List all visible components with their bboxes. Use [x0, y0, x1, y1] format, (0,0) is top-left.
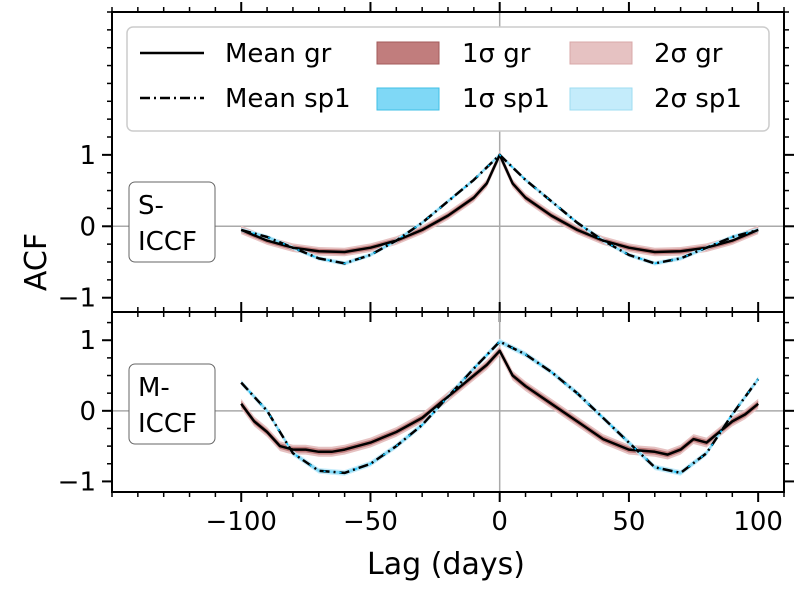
panel-label-top: S- ICCF [128, 181, 216, 263]
panel-label-bot-line1: M- [138, 373, 170, 403]
panel-m-iccf: −1 0 1 −100 −50 0 50 100 [58, 302, 794, 537]
legend-label-1sigma-sp1: 1σ sp1 [462, 84, 550, 114]
legend-patch-1sigma-gr [376, 41, 440, 65]
x-tick-label-2: 0 [491, 507, 508, 537]
panel-label-bot-line2: ICCF [138, 409, 197, 439]
x-tick-label-1: −50 [343, 507, 398, 537]
series-line-mean-gr-bottom [240, 349, 759, 456]
panel-label-bottom: M- ICCF [128, 363, 216, 445]
legend-patch-2sigma-gr [569, 41, 633, 65]
panel-s-iccf: −1 0 1 [58, 2, 794, 322]
y-tick-label-bottom-1: 0 [79, 397, 96, 427]
y-tick-label-top-2: 1 [79, 141, 96, 171]
legend-label-2sigma-gr: 2σ gr [654, 39, 723, 69]
series-line-mean-sp1-bottom [240, 340, 760, 475]
series-line-mean-sp1-highlight-top [241, 153, 759, 265]
panel-label-top-line2: ICCF [138, 227, 197, 257]
y-axis-label: ACF [19, 233, 54, 291]
panel-label-top-line1: S- [138, 191, 164, 221]
legend-label-2sigma-sp1: 2σ sp1 [654, 84, 742, 114]
legend: Mean gr Mean sp1 1σ gr 1σ sp1 2σ gr 2σ sp1 [126, 26, 770, 132]
legend-patch-1sigma-sp1 [376, 87, 440, 111]
y-tick-label-bottom-2: 1 [79, 326, 96, 356]
x-tick-label-0: −100 [206, 507, 277, 537]
y-tick-label-bottom-0: −1 [58, 467, 96, 497]
legend-patch-2sigma-sp1 [569, 87, 633, 111]
x-tick-label-3: 50 [612, 507, 645, 537]
legend-label-1sigma-gr: 1σ gr [462, 39, 531, 69]
legend-label-mean-sp1: Mean sp1 [225, 84, 351, 114]
y-tick-label-top-1: 0 [79, 212, 96, 242]
y-tick-label-top-0: −1 [58, 284, 96, 314]
x-axis-label: Lag (days) [367, 547, 525, 582]
legend-label-mean-gr: Mean gr [225, 39, 332, 69]
x-tick-label-4: 100 [733, 507, 783, 537]
